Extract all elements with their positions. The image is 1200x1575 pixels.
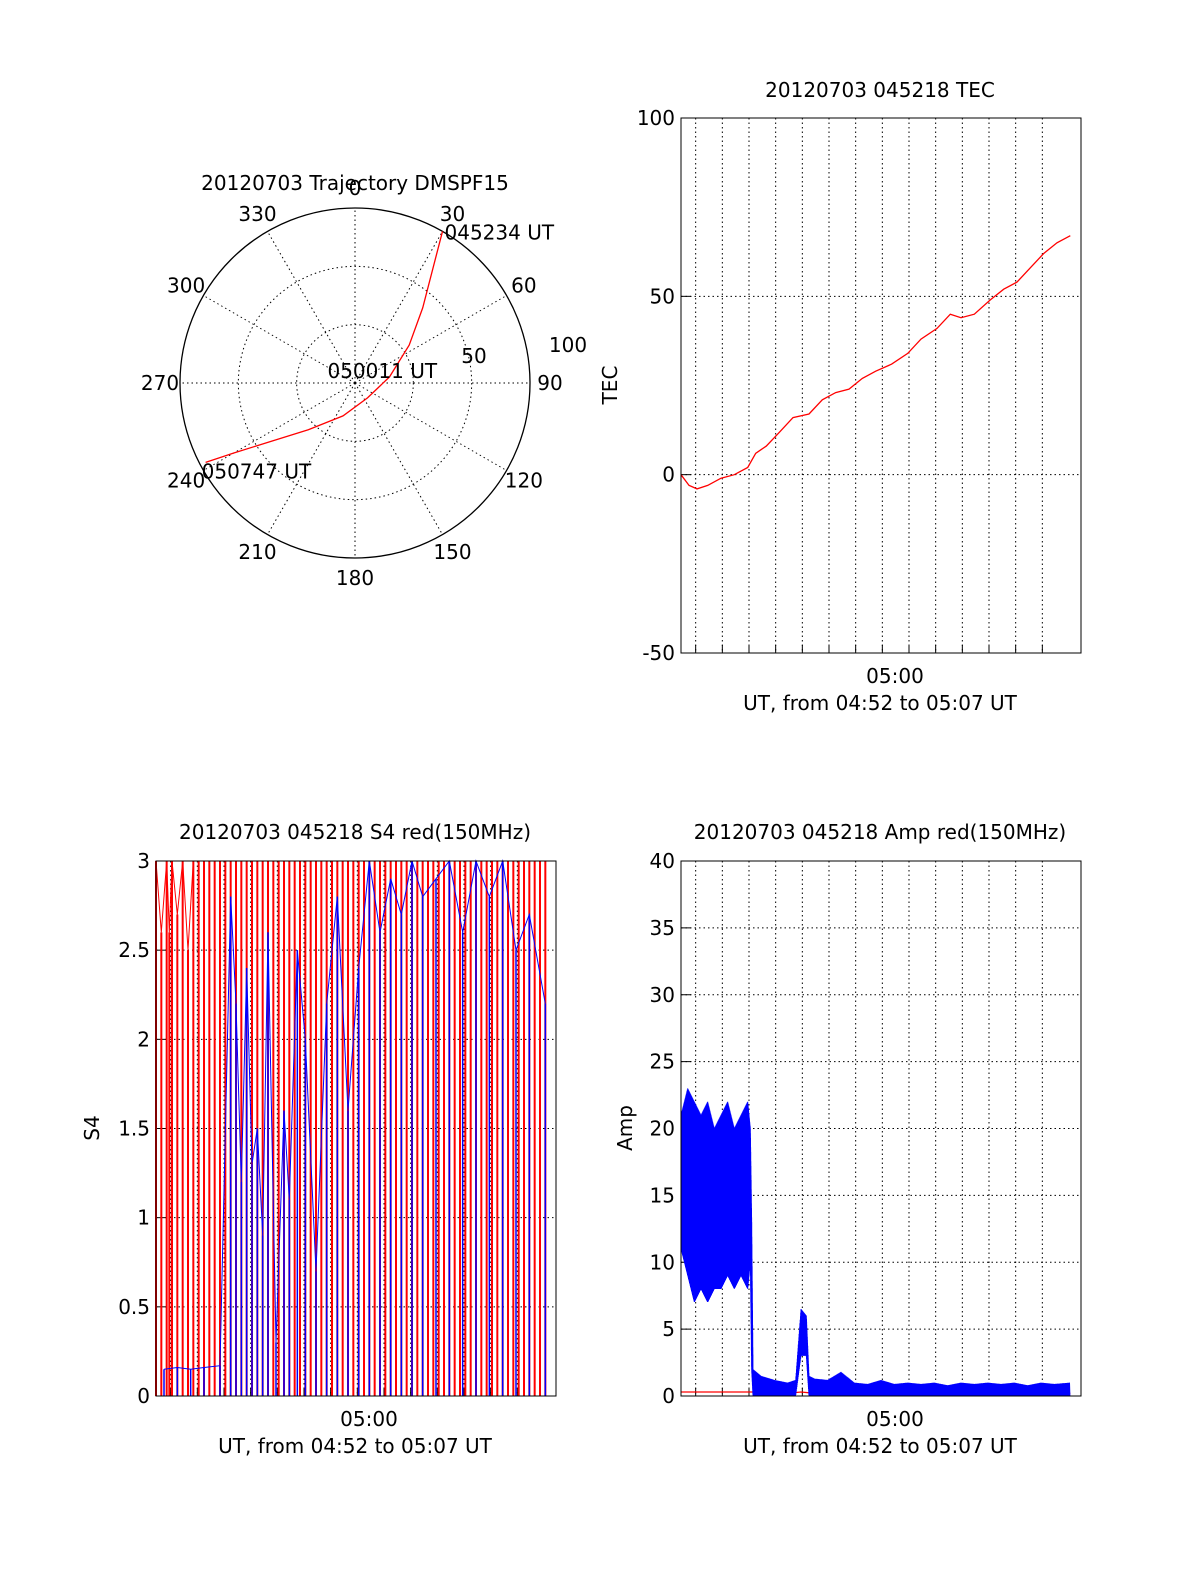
y-tick-label: 15 [650, 1183, 675, 1207]
amp-data [680, 1088, 1071, 1397]
amp-y-ticks: 0 5 10 15 20 25 30 35 40 [650, 849, 675, 1408]
azimuth-label: 180 [336, 566, 374, 590]
y-tick-label: 2 [137, 1027, 150, 1051]
s4-grid [156, 860, 556, 1397]
trajectory-time-label: 045234 UT [445, 220, 555, 244]
y-tick-label: 5 [662, 1317, 675, 1341]
y-tick-label: 2.5 [118, 938, 150, 962]
s4-y-axis-label: S4 [80, 1115, 104, 1140]
series-line-1 [680, 1088, 1071, 1397]
amp-title: 20120703 045218 Amp red(150MHz) [694, 820, 1066, 844]
tec-data [680, 235, 1071, 490]
s4-y-ticks: 0 0.5 1 1.5 2 2.5 3 [118, 849, 150, 1408]
azimuth-label: 150 [433, 540, 471, 564]
trajectory-time-label: 050011 UT [327, 359, 437, 383]
y-tick-label: 20 [650, 1117, 675, 1141]
tec-grid [681, 117, 1081, 654]
y-tick-label: 0.5 [118, 1295, 150, 1319]
amp-frame [680, 860, 1082, 1397]
tec-y-ticks: -50 0 50 100 [637, 106, 675, 665]
polar-spoke [354, 382, 507, 471]
series-line-1 [163, 859, 546, 1370]
azimuth-label: 60 [511, 274, 536, 298]
trajectory-panel: 20120703 Trajectory DMSPF15 0 30 60 90 120 15… [141, 171, 587, 590]
azimuth-label: 120 [505, 469, 543, 493]
polar-ring-1 [296, 324, 414, 442]
amp-y-axis-label: Amp [613, 1105, 637, 1151]
polar-labels: 0 30 60 90 120 150 180 210 240 270 300 330 50 100 0452… [141, 176, 587, 590]
tec-title: 20120703 045218 TEC [765, 78, 995, 102]
y-tick-label: 0 [662, 463, 675, 487]
y-tick-label: 10 [650, 1250, 675, 1274]
amp-grid [681, 860, 1081, 1397]
y-tick-label: -50 [642, 641, 675, 665]
s4-frame [155, 860, 557, 1397]
y-tick-label: 30 [650, 983, 675, 1007]
azimuth-label: 270 [141, 371, 179, 395]
radius-label: 100 [549, 333, 587, 357]
s4-x-axis-label: UT, from 04:52 to 05:07 UT [218, 1434, 493, 1458]
trajectory-title: 20120703 Trajectory DMSPF15 [201, 171, 509, 195]
azimuth-label: 330 [238, 202, 276, 226]
y-tick-label: 50 [650, 284, 675, 308]
polar-outer-circle [179, 207, 531, 559]
azimuth-label: 210 [238, 540, 276, 564]
azimuth-label: 240 [167, 469, 205, 493]
y-tick-label: 40 [650, 849, 675, 873]
tec-x-axis-label: UT, from 04:52 to 05:07 UT [743, 691, 1018, 715]
series-line-0 [680, 235, 1071, 490]
azimuth-label: 90 [537, 371, 562, 395]
polar-grid [179, 207, 531, 559]
trajectory-line [205, 231, 444, 464]
y-tick-label: 25 [650, 1050, 675, 1074]
y-tick-label: 1 [137, 1206, 150, 1230]
y-tick-label: 100 [637, 106, 675, 130]
s4-panel: 20120703 045218 S4 red(150MHz) 0 0.5 1 1.5 2… [80, 820, 557, 1458]
s4-title: 20120703 045218 S4 red(150MHz) [179, 820, 531, 844]
y-tick-label: 35 [650, 916, 675, 940]
tec-y-axis-label: TEC [598, 366, 622, 406]
s4-data [155, 859, 547, 1396]
polar-spoke [203, 382, 356, 471]
azimuth-label: 300 [167, 274, 205, 298]
tec-x-tick-label: 05:00 [866, 664, 924, 688]
polar-ring-0 [237, 265, 473, 501]
radius-label: 50 [461, 344, 486, 368]
y-tick-label: 0 [662, 1384, 675, 1408]
s4-x-tick-label: 05:00 [340, 1407, 398, 1431]
azimuth-label: 0 [349, 176, 362, 200]
amp-panel: 20120703 045218 Amp red(150MHz) 0 5 10 15 20… [613, 820, 1082, 1458]
azimuth-label: 30 [440, 202, 465, 226]
y-tick-label: 3 [137, 849, 150, 873]
tec-frame [680, 117, 1082, 654]
amp-x-tick-label: 05:00 [866, 1407, 924, 1431]
y-tick-label: 0 [137, 1384, 150, 1408]
trajectory-time-label: 050747 UT [202, 459, 312, 483]
amp-x-axis-label: UT, from 04:52 to 05:07 UT [743, 1434, 1018, 1458]
y-tick-label: 1.5 [118, 1117, 150, 1141]
polar-spoke [354, 382, 443, 535]
